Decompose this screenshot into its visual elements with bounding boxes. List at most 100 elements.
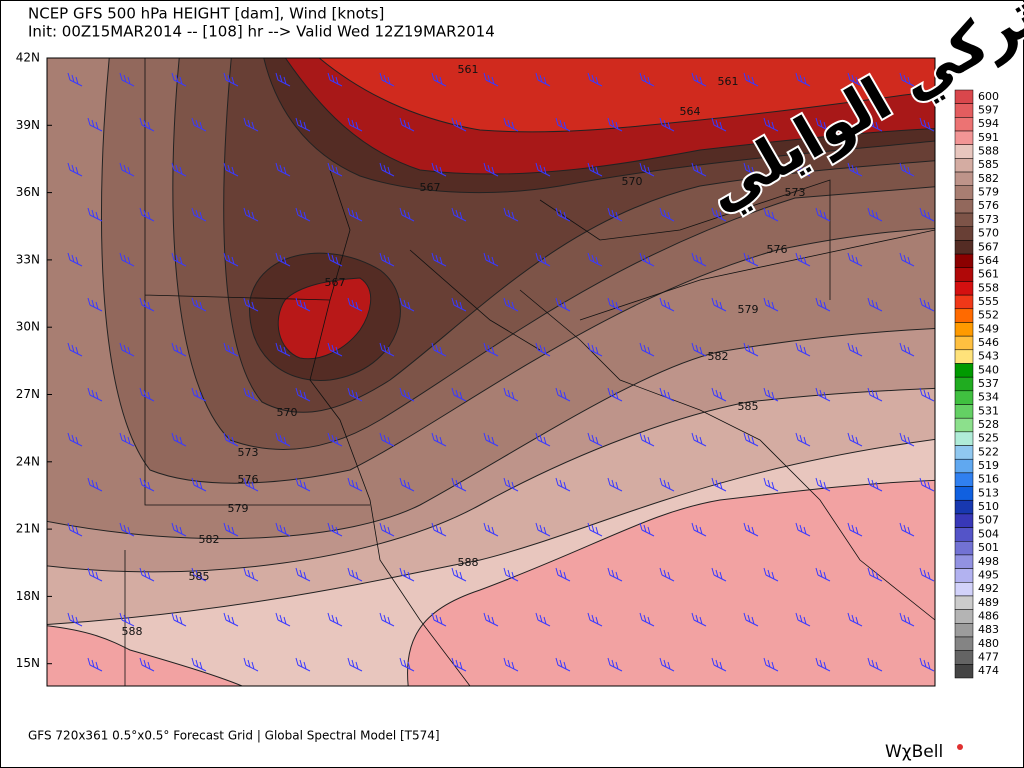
wind-barb [711, 567, 727, 582]
contour-label: 576 [767, 243, 788, 256]
wind-barb [607, 657, 623, 672]
colorbar-swatch [954, 171, 974, 186]
wind-barb [535, 432, 551, 447]
wind-barb [223, 612, 239, 627]
border [539, 179, 935, 321]
wind-barb [815, 477, 831, 492]
wind-barb [659, 477, 675, 492]
contour-label: 585 [738, 400, 759, 413]
colorbar-label: 504 [978, 527, 999, 540]
wind-barb [711, 657, 727, 672]
wind-barb [867, 387, 883, 402]
wind-barbs [67, 72, 935, 672]
wind-barb [191, 657, 207, 672]
wind-barb [867, 477, 883, 492]
wind-barb [587, 162, 603, 177]
colorbar-swatch [954, 513, 974, 528]
wind-barb [867, 657, 883, 672]
latitude-label: 42N [16, 51, 40, 65]
wind-barb [815, 207, 831, 222]
wind-barb [867, 207, 883, 222]
colorbar-label: 573 [978, 213, 999, 226]
colorbar-swatch [954, 376, 974, 392]
latitude-label: 18N [16, 589, 40, 603]
colorbar-label: 582 [978, 172, 999, 185]
wind-barb [587, 522, 603, 537]
band [47, 625, 244, 686]
wind-barb [87, 387, 103, 402]
wind-barb [503, 477, 519, 492]
footer-text: GFS 720x361 0.5°x0.5° Forecast Grid | Gl… [28, 729, 440, 743]
wind-barb [639, 162, 655, 177]
wind-barb [347, 297, 363, 312]
colorbar-label: 540 [978, 363, 999, 376]
wind-barb [399, 207, 415, 222]
colorbar-label: 483 [978, 623, 999, 636]
colorbar-swatch [954, 281, 974, 296]
wind-barb [87, 657, 103, 672]
wind-barb [431, 162, 447, 177]
colorbar-swatch [954, 322, 974, 337]
wind-barb [659, 657, 675, 672]
wind-barb [451, 387, 467, 402]
wind-barb [795, 342, 811, 357]
colorbar-label: 537 [978, 377, 999, 390]
wind-barb [295, 657, 311, 672]
colorbar: 6005975945915885855825795765735705675645… [954, 89, 999, 679]
wind-barb [815, 387, 831, 402]
contour-label: 564 [680, 105, 701, 118]
colorbar-swatch [954, 158, 974, 173]
wind-barb [399, 387, 415, 402]
wind-barb [659, 297, 675, 312]
coastline [519, 289, 935, 621]
wind-barb [743, 522, 759, 537]
contour-label: 561 [718, 75, 739, 88]
wind-barb [139, 477, 155, 492]
wind-barb [243, 117, 259, 132]
wind-barb [899, 432, 915, 447]
wind-barb [171, 252, 187, 267]
wind-barb [639, 522, 655, 537]
wind-barb [899, 342, 915, 357]
wind-barb [711, 387, 727, 402]
wind-barb [379, 522, 395, 537]
colorbar-label: 525 [978, 432, 999, 445]
wind-barb [275, 432, 291, 447]
wind-barb [919, 477, 935, 492]
wind-barb [451, 207, 467, 222]
colorbar-swatch [954, 636, 974, 651]
colorbar-label: 561 [978, 268, 999, 281]
wind-barb [275, 72, 291, 87]
wind-barb [223, 72, 239, 87]
wind-barb [691, 252, 707, 267]
colorbar-label: 477 [978, 650, 999, 663]
wind-barb [399, 657, 415, 672]
wind-barb [67, 162, 83, 177]
colorbar-label: 579 [978, 186, 999, 199]
wind-barb [535, 522, 551, 537]
wind-barb [711, 117, 727, 132]
wind-barb [503, 657, 519, 672]
wind-barb [171, 432, 187, 447]
wind-barb [243, 207, 259, 222]
wind-barb [763, 117, 779, 132]
wind-barb [379, 72, 395, 87]
wind-barb [639, 432, 655, 447]
wind-barb [483, 252, 499, 267]
wind-barb [691, 162, 707, 177]
colorbar-swatch [954, 582, 974, 597]
wind-barb [711, 207, 727, 222]
colorbar-label: 555 [978, 295, 999, 308]
colorbar-label: 534 [978, 391, 999, 404]
wind-barb [87, 297, 103, 312]
wind-barb [919, 567, 935, 582]
colorbar-swatch [954, 595, 974, 610]
wind-barb [659, 207, 675, 222]
contour-label: 582 [708, 350, 729, 363]
wind-barb [535, 612, 551, 627]
wind-barb [139, 387, 155, 402]
contour-label: 579 [228, 502, 249, 515]
colorbar-label: 558 [978, 281, 999, 294]
wind-barb [711, 297, 727, 312]
